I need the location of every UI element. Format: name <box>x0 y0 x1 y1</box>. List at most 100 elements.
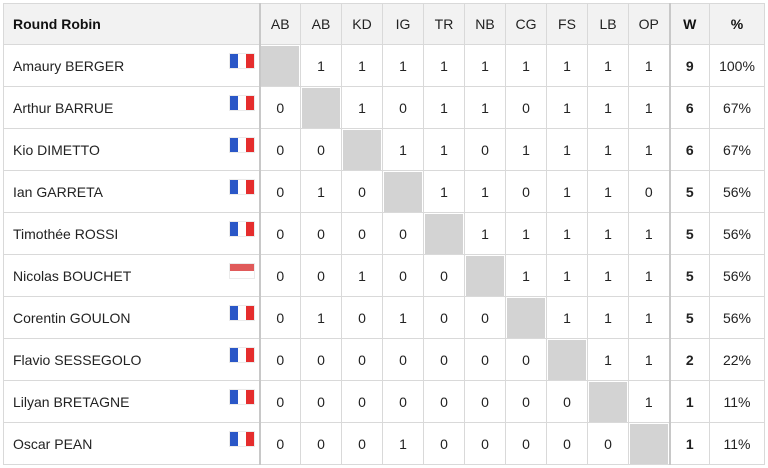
diagonal-block <box>466 255 504 296</box>
result-cell: 1 <box>505 128 547 171</box>
result-cell: 0 <box>423 380 465 423</box>
result-cell: 1 <box>300 170 342 213</box>
col-header: KD <box>341 3 383 45</box>
result-cell: 1 <box>423 128 465 171</box>
france-flag-icon <box>229 95 254 110</box>
percent-cell: 56% <box>709 212 765 255</box>
flag-cell <box>227 254 260 297</box>
self-match-cell <box>300 86 342 129</box>
table-row: Oscar PEAN 0 0 0 1 0 0 0 0 0 1 11% <box>3 422 765 465</box>
table-row: Arthur BARRUE 0 1 0 1 1 0 1 1 1 6 67% <box>3 86 765 129</box>
result-cell: 0 <box>382 254 424 297</box>
flag-cell <box>227 380 260 423</box>
result-cell: 1 <box>587 44 629 87</box>
col-header: FS <box>546 3 588 45</box>
wins-cell: 2 <box>668 338 710 381</box>
result-cell: 0 <box>505 380 547 423</box>
flag-cell <box>227 86 260 129</box>
wins-cell: 5 <box>668 296 710 339</box>
result-cell: 1 <box>587 212 629 255</box>
result-cell: 0 <box>341 380 383 423</box>
flag-cell <box>227 128 260 171</box>
france-flag-icon <box>229 53 254 68</box>
result-cell: 1 <box>300 44 342 87</box>
result-cell: 1 <box>341 254 383 297</box>
result-cell: 0 <box>382 212 424 255</box>
player-name[interactable]: Timothée ROSSI <box>3 212 228 255</box>
wins-cell: 6 <box>668 86 710 129</box>
result-cell: 1 <box>628 212 670 255</box>
self-match-cell <box>423 212 465 255</box>
wins-cell: 5 <box>668 212 710 255</box>
diagonal-block <box>302 87 340 128</box>
result-cell: 1 <box>546 170 588 213</box>
player-name[interactable]: Corentin GOULON <box>3 296 228 339</box>
percent-cell: 56% <box>709 296 765 339</box>
table-row: Lilyan BRETAGNE 0 0 0 0 0 0 0 0 1 1 11% <box>3 380 765 423</box>
wins-cell: 5 <box>668 170 710 213</box>
player-name[interactable]: Amaury BERGER <box>3 44 228 87</box>
result-cell: 0 <box>382 86 424 129</box>
result-cell: 0 <box>464 380 506 423</box>
france-flag-icon <box>229 305 254 320</box>
self-match-cell <box>587 380 629 423</box>
france-flag-icon <box>229 179 254 194</box>
col-header: OP <box>628 3 670 45</box>
result-cell: 1 <box>382 44 424 87</box>
player-name[interactable]: Nicolas BOUCHET <box>3 254 228 297</box>
result-cell: 0 <box>300 212 342 255</box>
wins-cell: 9 <box>668 44 710 87</box>
percent-cell: 67% <box>709 86 765 129</box>
result-cell: 1 <box>587 128 629 171</box>
percent-header: % <box>709 3 765 45</box>
diagonal-block <box>589 381 627 422</box>
flag-cell <box>227 338 260 381</box>
result-cell: 0 <box>464 422 506 465</box>
result-cell: 0 <box>300 422 342 465</box>
result-cell: 1 <box>423 86 465 129</box>
result-cell: 0 <box>258 128 301 171</box>
result-cell: 0 <box>464 338 506 381</box>
result-cell: 0 <box>423 422 465 465</box>
player-name[interactable]: Ian GARRETA <box>3 170 228 213</box>
player-name[interactable]: Lilyan BRETAGNE <box>3 380 228 423</box>
flag-cell <box>227 422 260 465</box>
result-cell: 0 <box>505 86 547 129</box>
result-cell: 0 <box>587 422 629 465</box>
self-match-cell <box>505 296 547 339</box>
wins-header: W <box>668 3 710 45</box>
player-name[interactable]: Flavio SESSEGOLO <box>3 338 228 381</box>
player-name[interactable]: Oscar PEAN <box>3 422 228 465</box>
table-row: Amaury BERGER 1 1 1 1 1 1 1 1 1 9 100% <box>3 44 765 87</box>
result-cell: 0 <box>341 422 383 465</box>
table-row: Kio DIMETTO 0 0 1 1 0 1 1 1 1 6 67% <box>3 128 765 171</box>
player-name[interactable]: Kio DIMETTO <box>3 128 228 171</box>
col-header: AB <box>258 3 301 45</box>
france-flag-icon <box>229 137 254 152</box>
result-cell: 1 <box>505 212 547 255</box>
player-name[interactable]: Arthur BARRUE <box>3 86 228 129</box>
wins-cell: 6 <box>668 128 710 171</box>
flag-cell <box>227 296 260 339</box>
result-cell: 1 <box>587 296 629 339</box>
result-cell: 0 <box>505 338 547 381</box>
result-cell: 1 <box>628 44 670 87</box>
france-flag-icon <box>229 431 254 446</box>
result-cell: 0 <box>505 422 547 465</box>
result-cell: 0 <box>300 338 342 381</box>
result-cell: 0 <box>628 170 670 213</box>
percent-cell: 56% <box>709 254 765 297</box>
wins-cell: 1 <box>668 422 710 465</box>
diagonal-block <box>548 339 586 380</box>
france-flag-icon <box>229 221 254 236</box>
wins-cell: 1 <box>668 380 710 423</box>
diagonal-block <box>384 171 422 212</box>
result-cell: 1 <box>628 128 670 171</box>
wins-cell: 5 <box>668 254 710 297</box>
result-cell: 0 <box>341 212 383 255</box>
result-cell: 1 <box>505 44 547 87</box>
result-cell: 1 <box>423 44 465 87</box>
percent-cell: 11% <box>709 422 765 465</box>
result-cell: 1 <box>382 128 424 171</box>
percent-cell: 100% <box>709 44 765 87</box>
